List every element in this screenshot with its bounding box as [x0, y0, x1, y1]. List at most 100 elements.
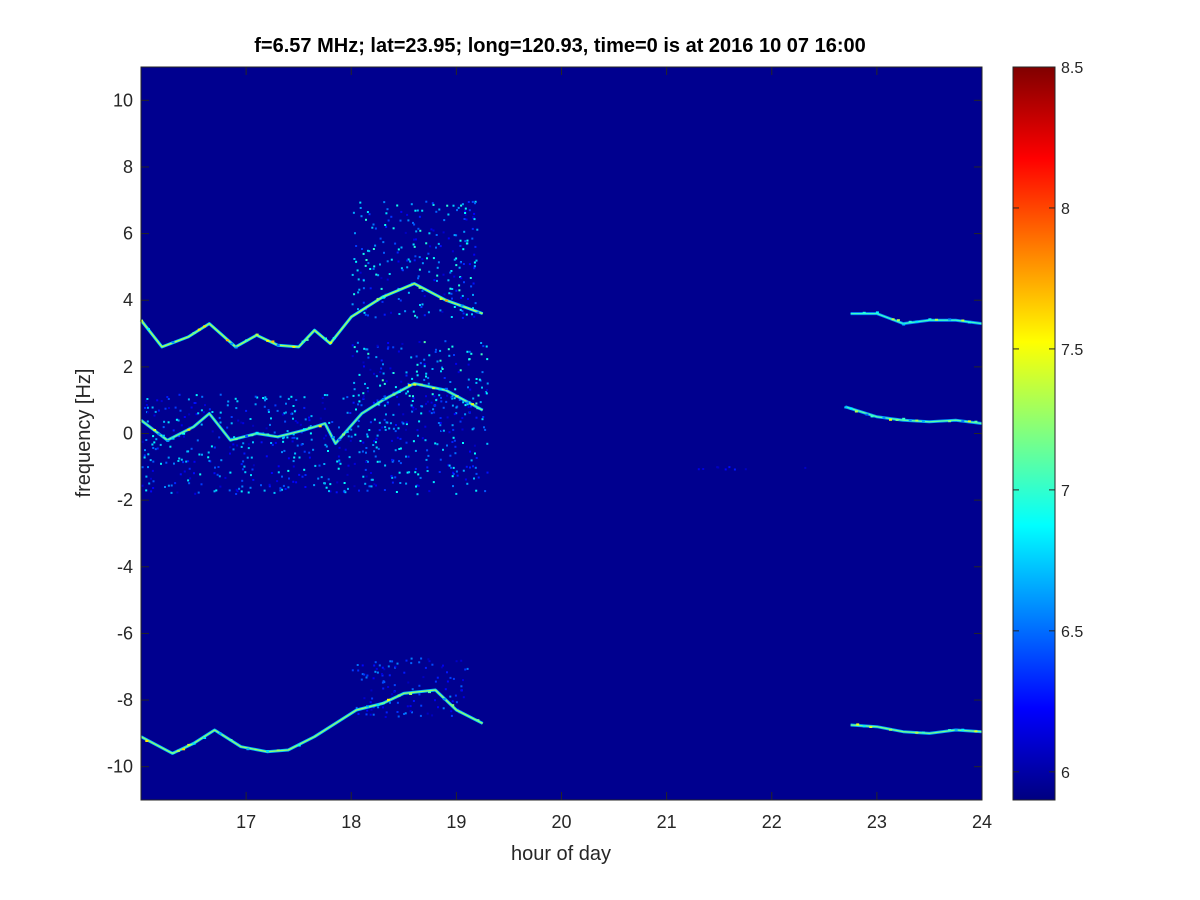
speckle-point [447, 237, 450, 240]
speckle-point [338, 426, 340, 429]
speckle-point [196, 439, 199, 442]
speckle-point [379, 371, 382, 374]
speckle-point [467, 378, 470, 381]
speckle-point [247, 491, 250, 494]
speckle-point [228, 489, 231, 492]
speckle-point [484, 490, 487, 493]
speckle-point [219, 411, 222, 414]
speckle-point [337, 467, 340, 470]
speckle-point [384, 428, 387, 431]
speckle-point [234, 397, 237, 400]
speckle-point [387, 346, 390, 349]
speckle-point [219, 393, 222, 396]
trace-pixel [192, 332, 196, 334]
speckle-point [461, 689, 463, 692]
trace-pixel [921, 420, 925, 422]
speckle-point [432, 481, 435, 484]
speckle-point [439, 417, 442, 419]
speckle-point [141, 466, 144, 469]
speckle-point [237, 419, 240, 422]
speckle-point [242, 442, 245, 445]
speckle-point [374, 441, 377, 444]
speckle-point [437, 422, 440, 424]
speckle-point [430, 401, 433, 404]
speckle-point [416, 484, 419, 487]
speckle-point [314, 464, 317, 467]
speckle-point [423, 378, 426, 381]
speckle-point [249, 486, 252, 489]
speckle-point [312, 448, 315, 451]
speckle-point [419, 304, 421, 306]
speckle-point [433, 411, 436, 414]
speckle-point [390, 215, 393, 218]
speckle-point [145, 489, 148, 492]
trace-pixel [439, 297, 443, 300]
speckle-point [357, 669, 360, 672]
speckle-point [294, 452, 297, 455]
speckle-point [325, 445, 328, 448]
speckle-point [431, 663, 434, 666]
speckle-point [195, 413, 198, 416]
speckle-point [150, 490, 153, 493]
speckle-point [416, 209, 419, 212]
trace-pixel [157, 433, 161, 436]
speckle-point [377, 706, 380, 709]
speckle-point [439, 359, 442, 362]
trace-pixel [376, 704, 380, 706]
speckle-point [381, 666, 384, 669]
speckle-point [464, 404, 467, 407]
speckle-point [430, 228, 433, 231]
speckle-point [468, 209, 471, 212]
trace-pixel [381, 702, 385, 705]
speckle-point [147, 453, 150, 456]
speckle-point [425, 375, 427, 378]
speckle-point [303, 406, 306, 409]
speckle-point [243, 452, 246, 455]
speckle-point [357, 291, 360, 294]
trace-pixel [271, 340, 275, 343]
speckle-point [407, 681, 410, 684]
speckle-point [274, 404, 277, 407]
speckle-point [277, 465, 280, 468]
speckle-point [398, 313, 401, 315]
speckle-point [321, 396, 324, 399]
speckle-point [447, 464, 450, 467]
speckle-point [439, 309, 442, 312]
speckle-point [464, 668, 467, 671]
speckle-point [143, 454, 146, 457]
speckle-point [304, 486, 307, 488]
speckle-point [355, 260, 358, 263]
trace-pixel [476, 407, 480, 410]
speckle-point [481, 386, 483, 389]
speckle-point [284, 420, 287, 423]
speckle-point [229, 452, 231, 455]
speckle-point [370, 708, 373, 711]
speckle-point [471, 237, 474, 240]
speckle-point [372, 713, 375, 716]
speckle-point [428, 660, 431, 663]
speckle-point [471, 200, 474, 203]
speckle-point [410, 356, 413, 359]
speckle-point [480, 353, 483, 356]
speckle-point [369, 701, 372, 704]
speckle-point [188, 426, 191, 429]
speckle-point [447, 213, 450, 216]
y-tick-label: -4 [117, 557, 133, 577]
trace-pixel [187, 743, 191, 746]
speckle-point [414, 255, 417, 258]
speckle-point [457, 206, 460, 209]
speckle-point [152, 487, 155, 489]
trace-pixel [928, 318, 932, 321]
x-axis-title: hour of day [511, 843, 611, 865]
speckle-point [367, 352, 370, 355]
speckle-point [380, 277, 383, 280]
speckle-point [452, 677, 455, 680]
speckle-point [358, 489, 360, 492]
trace-pixel [889, 728, 892, 731]
speckle-point [454, 452, 457, 455]
speckle-point [365, 475, 368, 478]
speckle-point [183, 470, 186, 473]
speckle-point [254, 395, 257, 398]
speckle-point [466, 239, 469, 242]
speckle-point [256, 396, 259, 399]
